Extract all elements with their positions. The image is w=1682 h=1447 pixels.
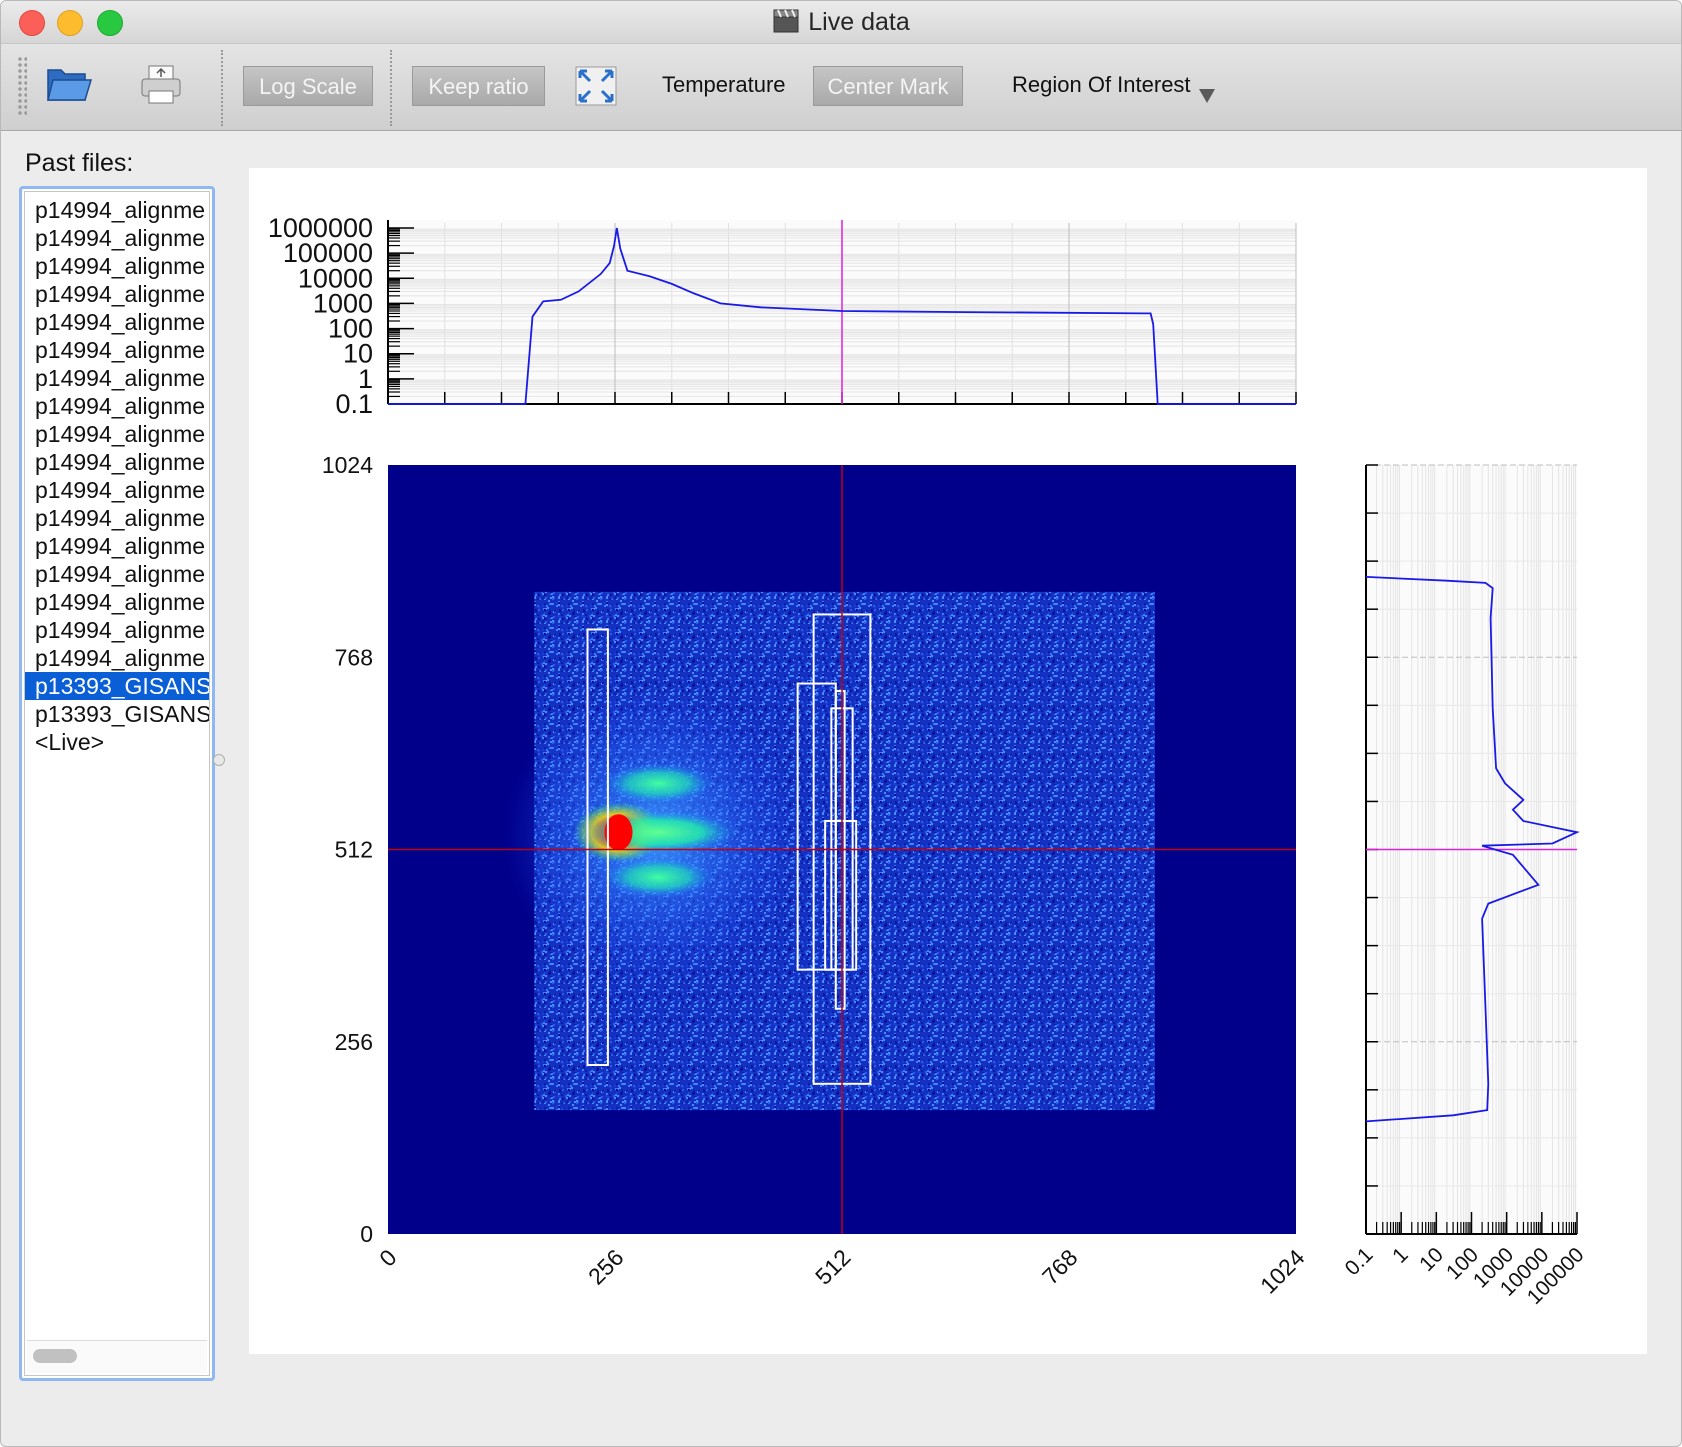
file-list-item[interactable]: <Live> bbox=[35, 729, 105, 755]
window-title-text: Live data bbox=[808, 8, 910, 36]
horizontal-profile-curve bbox=[388, 227, 1296, 405]
title-bar[interactable]: Live data bbox=[1, 1, 1681, 44]
file-list-item[interactable]: p14994_alignme bbox=[35, 197, 206, 223]
file-list-item[interactable]: p14994_alignme bbox=[35, 617, 206, 643]
y-tick-label: 768 bbox=[335, 644, 373, 670]
file-list-item[interactable]: p14994_alignme bbox=[35, 253, 206, 279]
window-title: Live data bbox=[1, 8, 1681, 37]
profile-y-tick-label: 100 bbox=[328, 314, 373, 344]
intensity-spot bbox=[603, 857, 714, 898]
toolbar: Log Scale Keep ratio Temperature Center … bbox=[1, 44, 1681, 131]
vertical-profile-curve bbox=[1365, 576, 1580, 1123]
printer-icon[interactable] bbox=[139, 64, 183, 106]
zoom-window-button[interactable] bbox=[97, 10, 123, 36]
plot-area: 0 256 512 768 1024 0 256 512 768 1024 1000000 10000… bbox=[249, 168, 1647, 1354]
peak-spot bbox=[604, 814, 633, 851]
file-list-item[interactable]: p13393_GISANS bbox=[25, 672, 209, 700]
profile-x-tick-label: 0.1 bbox=[1341, 1243, 1378, 1280]
file-list-item[interactable]: p14994_alignme bbox=[35, 337, 206, 363]
temperature-button[interactable]: Temperature bbox=[662, 72, 786, 97]
y-tick-label: 256 bbox=[335, 1029, 373, 1055]
profile-x-tick-label: 1 bbox=[1388, 1243, 1413, 1268]
roi-box bbox=[824, 819, 858, 971]
profile-y-tick-label: 0.1 bbox=[335, 389, 373, 419]
fit-to-window-icon[interactable] bbox=[575, 66, 617, 106]
past-files-list-body: <Live> p13393_GISANS p13393_GISANS p14994_a… bbox=[24, 191, 210, 1376]
profile-y-tick-label: 1000 bbox=[313, 288, 373, 318]
intensity-spot bbox=[603, 763, 714, 804]
y-tick-label: 512 bbox=[335, 837, 373, 863]
file-list-item[interactable]: p14994_alignme bbox=[35, 393, 206, 419]
profile-y-tick-label: 1000000 bbox=[268, 213, 373, 243]
profile-y-tick-label: 10000 bbox=[298, 263, 373, 293]
intensity-spot bbox=[578, 810, 739, 855]
roi-dropdown-arrow-icon[interactable] bbox=[1199, 89, 1215, 103]
minimize-window-button[interactable] bbox=[57, 10, 83, 36]
file-list-item[interactable]: p14994_alignme bbox=[35, 505, 206, 531]
x-tick-label: 256 bbox=[583, 1244, 629, 1290]
horizontal-scrollbar[interactable] bbox=[27, 1340, 207, 1373]
file-list-item[interactable]: p14994_alignme bbox=[35, 477, 206, 503]
splitter-handle[interactable] bbox=[213, 754, 225, 766]
y-tick-label: 0 bbox=[360, 1221, 373, 1247]
y-tick-label: 1024 bbox=[322, 452, 373, 478]
x-tick-label: 1024 bbox=[1255, 1244, 1310, 1299]
file-list-item[interactable]: p14994_alignme bbox=[35, 645, 206, 671]
file-list-item[interactable]: p14994_alignme bbox=[35, 561, 206, 587]
log-scale-button[interactable]: Log Scale bbox=[243, 66, 373, 106]
file-list-item[interactable]: p14994_alignme bbox=[35, 365, 206, 391]
x-tick-label: 0 bbox=[374, 1244, 401, 1271]
toolbar-separator bbox=[221, 50, 223, 126]
file-list-item[interactable]: p13393_GISANS bbox=[35, 701, 210, 727]
close-window-button[interactable] bbox=[19, 10, 45, 36]
region-of-interest-button[interactable]: Region Of Interest bbox=[1012, 72, 1191, 97]
profile-y-tick-label: 100000 bbox=[283, 238, 373, 268]
toolbar-grip[interactable] bbox=[17, 56, 27, 116]
file-list-item[interactable]: p14994_alignme bbox=[35, 225, 206, 251]
file-list-item[interactable]: p14994_alignme bbox=[35, 533, 206, 559]
profile-x-tick-label: 10 bbox=[1415, 1243, 1448, 1276]
keep-ratio-button[interactable]: Keep ratio bbox=[412, 66, 545, 106]
file-list-item[interactable]: p14994_alignme bbox=[35, 589, 206, 615]
center-mark-button[interactable]: Center Mark bbox=[813, 66, 963, 106]
roi-box bbox=[586, 628, 609, 1067]
x-tick-label: 768 bbox=[1037, 1244, 1083, 1290]
file-list-item[interactable]: p14994_alignme bbox=[35, 281, 206, 307]
profile-y-tick-label: 1 bbox=[358, 364, 373, 394]
x-tick-label: 512 bbox=[810, 1244, 856, 1290]
past-files-label: Past files: bbox=[25, 149, 134, 177]
folder-open-icon[interactable] bbox=[45, 62, 93, 106]
past-files-list[interactable]: <Live> p13393_GISANS p13393_GISANS p14994_a… bbox=[19, 186, 215, 1381]
file-list-item[interactable]: p14994_alignme bbox=[35, 421, 206, 447]
file-list-item[interactable]: p14994_alignme bbox=[35, 309, 206, 335]
file-list-item[interactable]: p14994_alignme bbox=[35, 449, 206, 475]
toolbar-separator bbox=[390, 50, 392, 126]
profile-y-tick-label: 10 bbox=[343, 339, 373, 369]
scrollbar-thumb[interactable] bbox=[33, 1349, 77, 1363]
clapperboard-icon bbox=[773, 9, 799, 33]
